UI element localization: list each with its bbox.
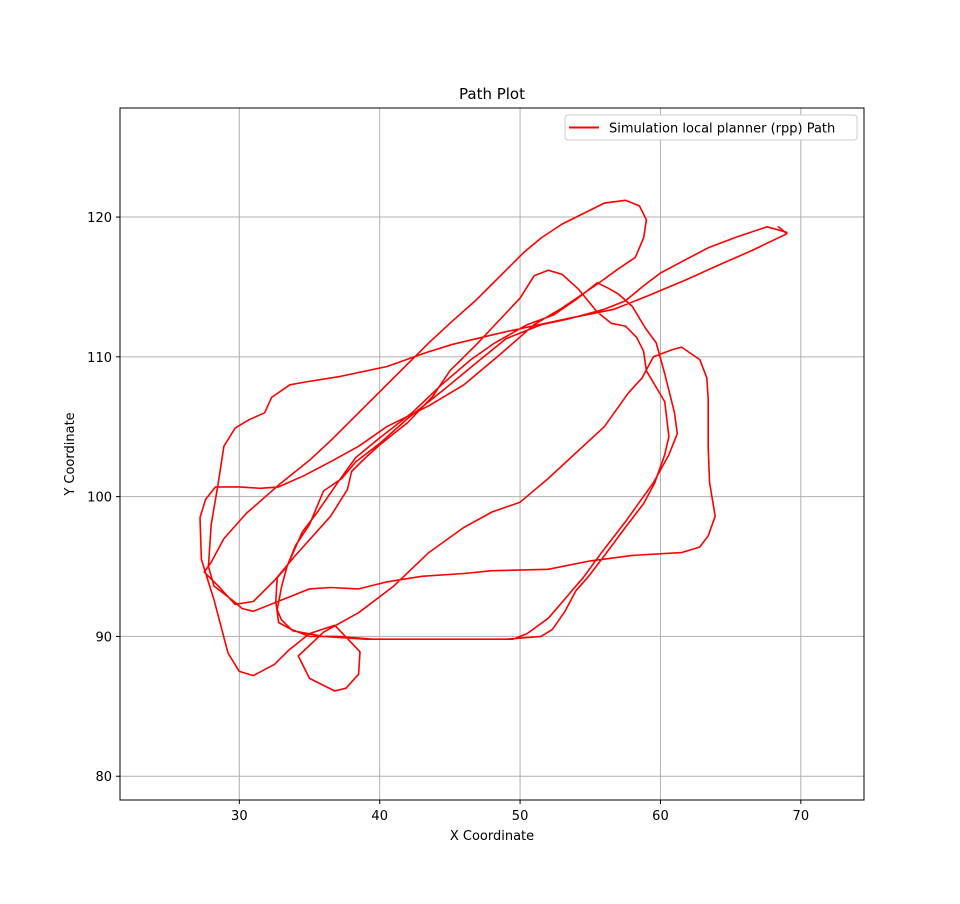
y-axis-label: Y Coordinate <box>63 412 78 496</box>
legend-label: Simulation local planner (rpp) Path <box>609 122 835 137</box>
x-tick-label: 50 <box>512 809 529 824</box>
y-tick-label: 80 <box>95 770 112 785</box>
legend-box <box>564 114 858 141</box>
x-tick-label: 30 <box>231 809 248 824</box>
x-tick-label: 70 <box>793 809 810 824</box>
legend: Simulation local planner (rpp) Path <box>564 114 858 141</box>
y-tick-label: 120 <box>87 211 112 226</box>
y-tick-label: 110 <box>87 351 112 366</box>
x-tick-label: 40 <box>371 809 388 824</box>
chart-title: Path Plot <box>459 85 525 103</box>
series-path <box>199 199 788 692</box>
tick-layer: 30 40 50 60 70 80 90 100 110 120 <box>87 211 809 824</box>
x-axis-label: X Coordinate <box>450 829 534 844</box>
grid-layer <box>120 108 864 800</box>
x-tick-label: 60 <box>652 809 669 824</box>
y-tick-label: 90 <box>95 630 112 645</box>
plot-frame <box>119 107 865 801</box>
y-tick-label: 100 <box>87 491 112 506</box>
data-layer <box>199 199 788 692</box>
